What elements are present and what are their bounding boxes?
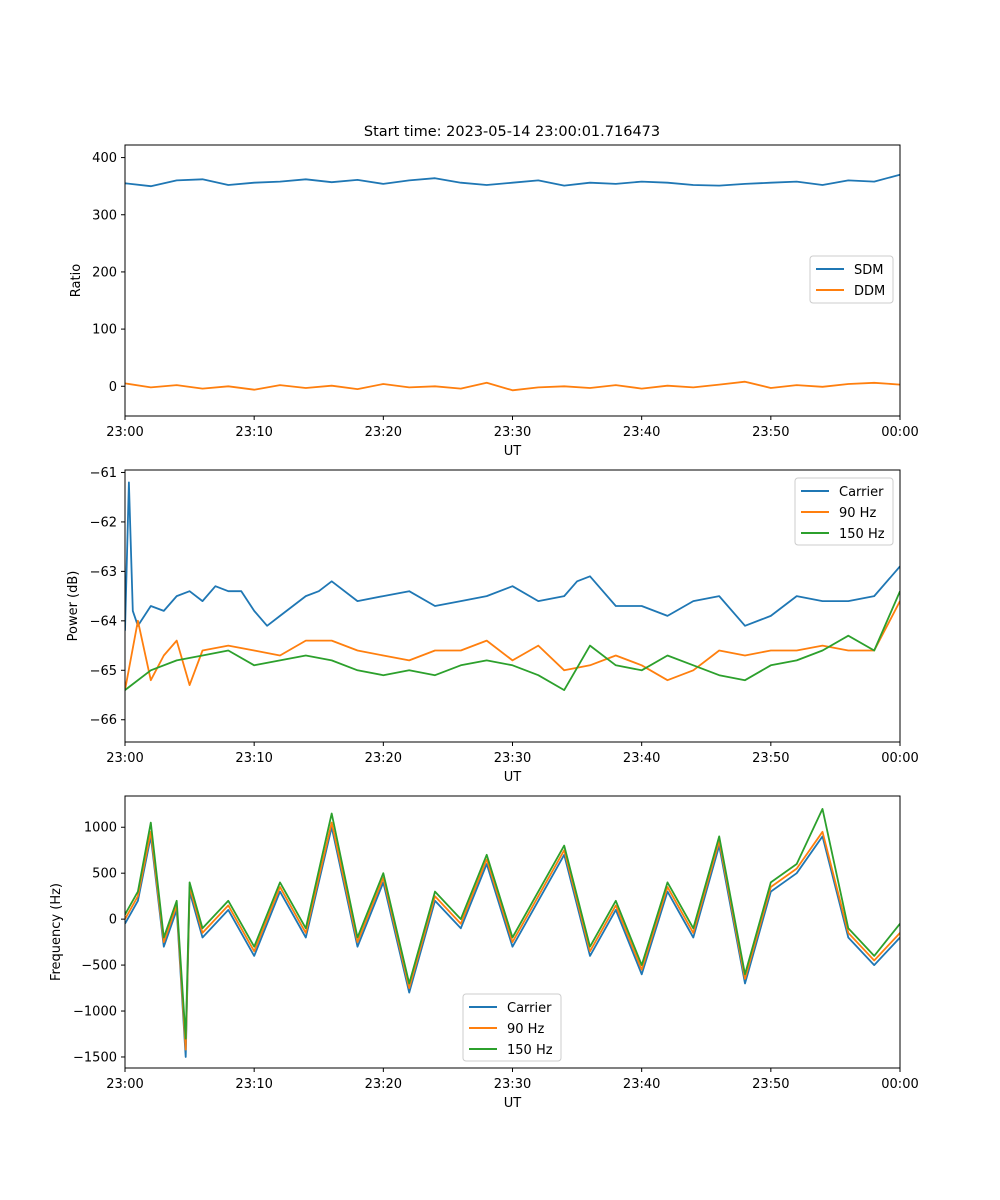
- y-tick-label: −500: [81, 959, 117, 974]
- x-tick-label: 23:10: [235, 751, 272, 766]
- x-tick-label: 23:50: [752, 751, 789, 766]
- y-tick-label: −65: [90, 664, 117, 679]
- x-tick-label: 00:00: [881, 425, 918, 440]
- y-axis-label: Power (dB): [66, 571, 81, 642]
- x-tick-label: 00:00: [881, 751, 918, 766]
- legend-box: [794, 477, 894, 546]
- legend-box: [809, 255, 894, 304]
- x-tick-label: 23:00: [106, 751, 143, 766]
- legend-label: 90 Hz: [507, 1022, 544, 1037]
- x-tick-label: 23:50: [752, 425, 789, 440]
- x-tick-label: 23:30: [494, 425, 531, 440]
- legend-label: SDM: [854, 263, 883, 278]
- x-tick-label: 00:00: [881, 1077, 918, 1092]
- legend: SDM DDM: [809, 255, 894, 304]
- x-tick-label: 23:00: [106, 1077, 143, 1092]
- y-tick-label: −66: [90, 713, 117, 728]
- series-line-150-hz: [125, 590, 900, 691]
- series-line-carrier: [125, 481, 900, 631]
- x-tick-label: 23:00: [106, 425, 143, 440]
- x-tick-label: 23:20: [365, 425, 402, 440]
- series-line-90-hz: [125, 600, 900, 691]
- chart-panel-2: 23:00 23:10 23:20 23:30 23:40 23:50 00:00 −66 −6…: [66, 466, 919, 785]
- y-axis-label: Frequency (Hz): [49, 883, 64, 981]
- legend-label: DDM: [854, 284, 885, 299]
- x-tick-label: 23:10: [235, 425, 272, 440]
- x-axis-label: UT: [504, 1096, 522, 1111]
- y-tick-label: −1500: [73, 1050, 117, 1065]
- series-line-150-hz: [125, 808, 900, 1040]
- y-tick-label: −61: [90, 466, 117, 481]
- x-tick-label: 23:20: [365, 1077, 402, 1092]
- y-tick-label: −64: [90, 614, 117, 629]
- x-axis-label: UT: [504, 444, 522, 459]
- series-line-ddm: [125, 380, 900, 392]
- x-tick-label: 23:40: [623, 1077, 660, 1092]
- legend-label: 150 Hz: [507, 1043, 553, 1058]
- y-axis-label: Ratio: [69, 264, 84, 297]
- y-tick-label: 0: [109, 913, 117, 928]
- y-tick-label: −62: [90, 515, 117, 530]
- y-tick-label: 0: [109, 380, 117, 395]
- y-tick-label: 500: [92, 867, 117, 882]
- x-tick-label: 23:50: [752, 1077, 789, 1092]
- figure-title: Start time: 2023-05-14 23:00:01.716473: [364, 124, 660, 140]
- legend-label: Carrier: [507, 1001, 552, 1016]
- x-tick-label: 23:10: [235, 1077, 272, 1092]
- x-tick-label: 23:40: [623, 751, 660, 766]
- legend: Carrier 90 Hz 150 Hz: [794, 477, 894, 546]
- y-tick-label: 300: [92, 208, 117, 223]
- x-axis-label: UT: [504, 770, 522, 785]
- legend: Carrier 90 Hz 150 Hz: [462, 993, 562, 1062]
- legend-box: [462, 993, 562, 1062]
- x-tick-label: 23:20: [365, 751, 402, 766]
- chart-panel-1: 23:00 23:10 23:20 23:30 23:40 23:50 00:00 0 100 2…: [69, 144, 919, 459]
- chart-panel-3: 23:00 23:10 23:20 23:30 23:40 23:50 00:00 −1500…: [49, 795, 919, 1111]
- legend-label: Carrier: [839, 485, 884, 500]
- x-tick-label: 23:40: [623, 425, 660, 440]
- y-tick-label: 1000: [84, 821, 117, 836]
- x-tick-label: 23:30: [494, 751, 531, 766]
- x-tick-label: 23:30: [494, 1077, 531, 1092]
- series-line-sdm: [125, 173, 900, 188]
- legend-label: 150 Hz: [839, 527, 885, 542]
- y-tick-label: −1000: [73, 1005, 117, 1020]
- y-tick-label: 200: [92, 265, 117, 280]
- y-tick-label: 100: [92, 323, 117, 338]
- y-tick-label: −63: [90, 565, 117, 580]
- y-tick-label: 400: [92, 151, 117, 166]
- legend-label: 90 Hz: [839, 506, 876, 521]
